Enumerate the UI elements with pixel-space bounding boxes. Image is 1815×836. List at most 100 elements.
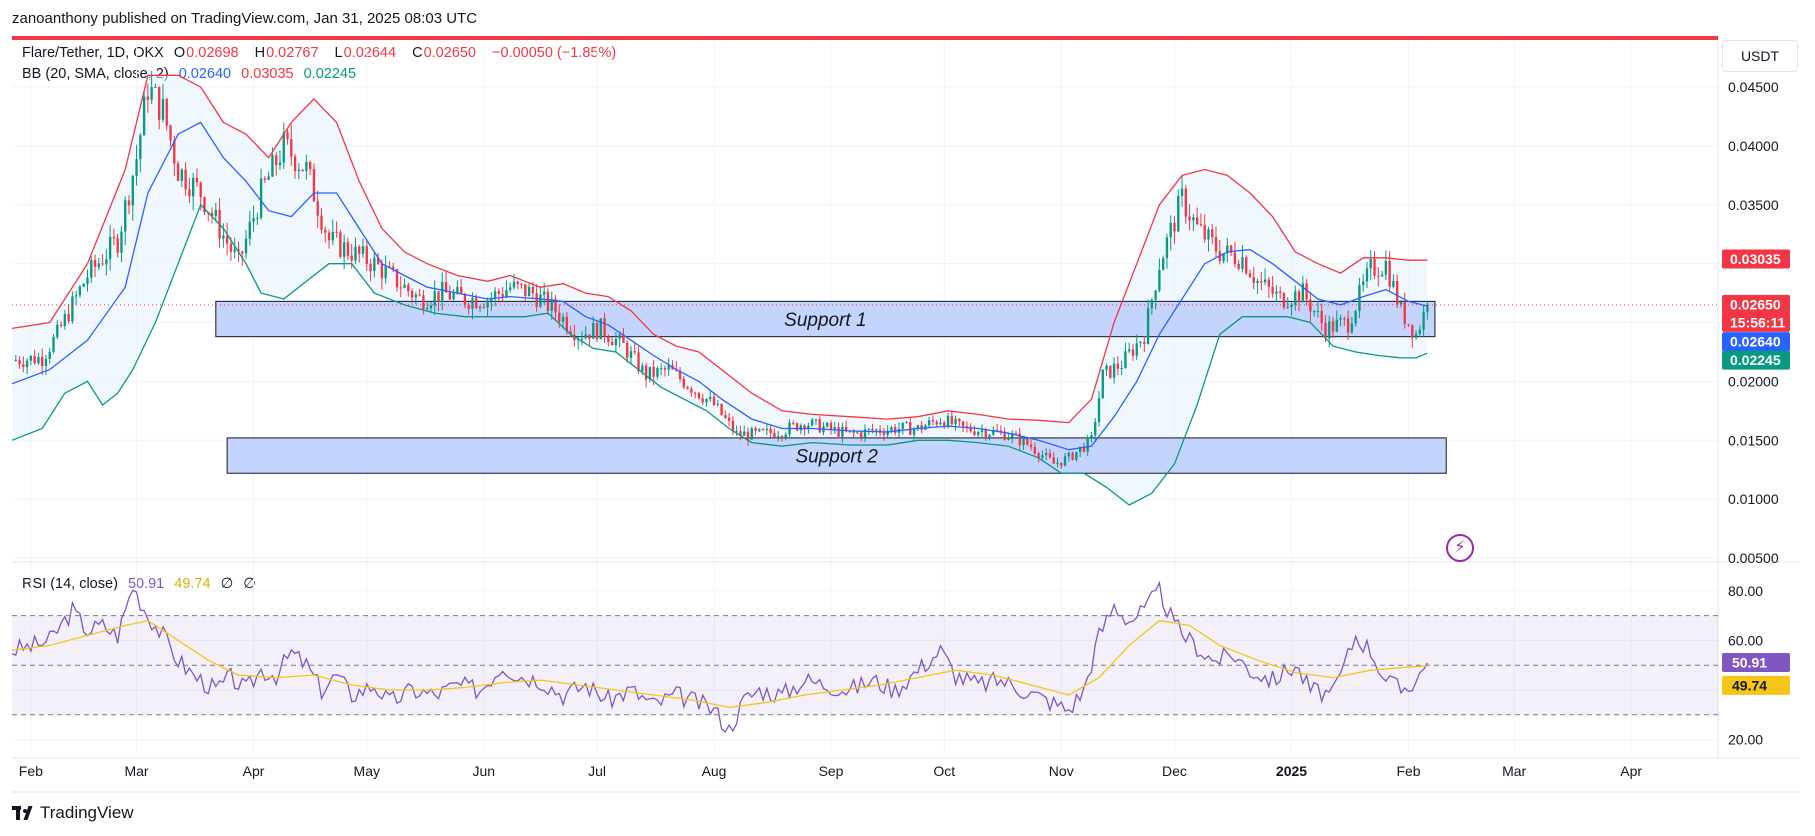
candle-body[interactable] — [599, 318, 602, 340]
candle-body[interactable] — [1188, 216, 1191, 221]
candle-body[interactable] — [414, 294, 418, 298]
candle-body[interactable] — [312, 169, 316, 202]
candle-body[interactable] — [327, 232, 331, 241]
candle-body[interactable] — [958, 418, 961, 422]
candle-body[interactable] — [105, 259, 108, 265]
candle-body[interactable] — [44, 359, 48, 367]
candle-body[interactable] — [554, 299, 557, 313]
bb-name[interactable]: BB (20, SMA, close, 2) — [22, 66, 169, 82]
candle-body[interactable] — [59, 324, 63, 327]
candle-body[interactable] — [305, 161, 308, 171]
candle-body[interactable] — [97, 263, 100, 267]
candle-body[interactable] — [1396, 281, 1399, 305]
candle-body[interactable] — [592, 322, 595, 339]
candle-body[interactable] — [426, 308, 429, 310]
candle-body[interactable] — [588, 334, 591, 339]
candle-body[interactable] — [173, 140, 176, 164]
candle-body[interactable] — [558, 312, 561, 322]
candle-body[interactable] — [1105, 365, 1108, 370]
candle-body[interactable] — [1139, 341, 1142, 344]
candle-body[interactable] — [384, 266, 387, 279]
candle-body[interactable] — [271, 155, 274, 177]
currency-selector[interactable]: USDT — [1722, 40, 1798, 72]
candle-body[interactable] — [120, 231, 123, 253]
candle-body[interactable] — [1090, 435, 1093, 438]
candle-body[interactable] — [1086, 437, 1089, 452]
candle-body[interactable] — [565, 316, 568, 331]
candle-body[interactable] — [501, 293, 504, 297]
candle-body[interactable] — [644, 365, 648, 380]
candle-body[interactable] — [74, 295, 78, 297]
candle-body[interactable] — [807, 425, 810, 430]
candle-body[interactable] — [1418, 329, 1421, 334]
candle-body[interactable] — [580, 338, 584, 340]
candle-body[interactable] — [1331, 321, 1335, 332]
candle-body[interactable] — [1373, 259, 1376, 276]
candle-body[interactable] — [939, 422, 942, 425]
candle-body[interactable] — [331, 231, 334, 241]
candle-body[interactable] — [731, 420, 735, 432]
candle-body[interactable] — [1173, 222, 1176, 232]
candle-body[interactable] — [916, 425, 920, 429]
candle-body[interactable] — [48, 351, 51, 360]
candle-body[interactable] — [350, 255, 353, 261]
candle-body[interactable] — [524, 284, 527, 297]
candle-body[interactable] — [1343, 318, 1346, 320]
candle-body[interactable] — [682, 378, 686, 388]
candle-body[interactable] — [1399, 301, 1403, 305]
candle-body[interactable] — [478, 306, 482, 309]
candle-body[interactable] — [165, 98, 168, 126]
candle-body[interactable] — [546, 291, 550, 311]
candle-body[interactable] — [727, 417, 731, 421]
candle-body[interactable] — [852, 431, 855, 433]
candle-body[interactable] — [826, 422, 829, 427]
candle-body[interactable] — [992, 430, 995, 435]
candle-body[interactable] — [493, 291, 497, 298]
candle-body[interactable] — [1222, 253, 1225, 262]
candle-body[interactable] — [905, 422, 908, 424]
candle-body[interactable] — [1150, 299, 1154, 309]
candle-body[interactable] — [1328, 321, 1331, 339]
candle-body[interactable] — [195, 177, 199, 183]
candle-body[interactable] — [954, 418, 957, 425]
candle-body[interactable] — [743, 431, 746, 436]
candle-body[interactable] — [633, 351, 636, 353]
candle-body[interactable] — [252, 218, 255, 222]
candle-body[interactable] — [584, 334, 587, 339]
candle-body[interactable] — [1362, 281, 1365, 286]
candle-body[interactable] — [1154, 290, 1157, 300]
candle-body[interactable] — [86, 277, 89, 284]
candle-body[interactable] — [761, 429, 765, 431]
candle-body[interactable] — [829, 422, 833, 430]
candle-body[interactable] — [810, 419, 814, 426]
candle-body[interactable] — [750, 428, 753, 440]
candle-body[interactable] — [259, 178, 263, 218]
candle-body[interactable] — [22, 364, 25, 367]
candle-body[interactable] — [278, 162, 282, 166]
candle-body[interactable] — [142, 96, 146, 136]
rsi-line[interactable] — [11, 580, 1428, 733]
candle-body[interactable] — [1271, 286, 1274, 294]
candle-body[interactable] — [225, 235, 229, 244]
candle-body[interactable] — [735, 431, 738, 433]
candle-body[interactable] — [1316, 310, 1320, 312]
candle-body[interactable] — [1044, 453, 1048, 456]
candle-body[interactable] — [720, 403, 723, 416]
candle-body[interactable] — [293, 156, 297, 172]
candle-body[interactable] — [1128, 349, 1131, 352]
candle-body[interactable] — [184, 169, 187, 190]
candle-body[interactable] — [1245, 257, 1248, 274]
candle-body[interactable] — [969, 426, 972, 432]
candle-body[interactable] — [191, 177, 195, 197]
candle-body[interactable] — [841, 426, 844, 437]
candle-body[interactable] — [1075, 451, 1078, 460]
candle-body[interactable] — [444, 281, 448, 293]
candle-body[interactable] — [1297, 291, 1301, 303]
candle-body[interactable] — [1071, 452, 1074, 460]
rsi-name[interactable]: RSI (14, close) — [22, 576, 118, 592]
candle-body[interactable] — [1169, 222, 1172, 238]
candle-body[interactable] — [112, 236, 116, 239]
candle-body[interactable] — [229, 243, 233, 252]
candle-body[interactable] — [573, 334, 576, 341]
